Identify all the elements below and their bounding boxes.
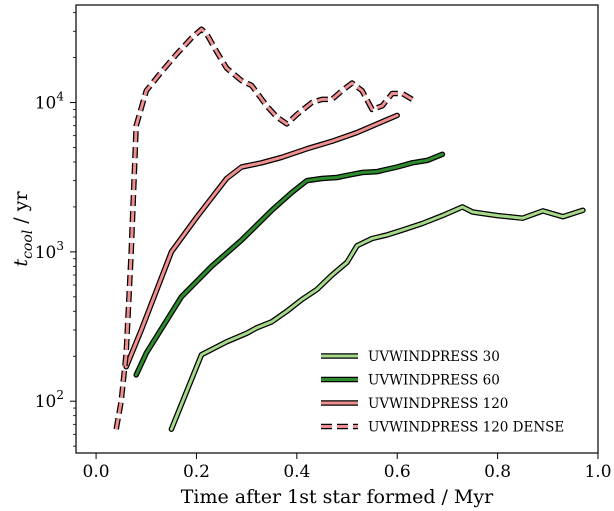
series-line xyxy=(124,113,399,369)
x-tick-label: 1.0 xyxy=(584,462,611,482)
x-tick-label: 0.6 xyxy=(384,462,411,482)
series-line-outline xyxy=(113,26,414,430)
legend: UVWINDPRESS 30 UVWINDPRESS 60 UVWINDPRESS … xyxy=(321,349,564,436)
y-axis-label-subscript: cool xyxy=(20,230,36,259)
series-lines xyxy=(113,26,586,432)
series-2 xyxy=(133,151,446,378)
series-line-outline xyxy=(123,112,400,370)
series-line xyxy=(169,205,585,431)
y-axis-label: tcool / yr xyxy=(10,191,36,267)
series-line xyxy=(114,27,414,430)
y-tick-label: 102 xyxy=(35,388,64,412)
y-axis-label-symbol: t xyxy=(10,259,32,267)
series-4 xyxy=(113,26,414,430)
series-3 xyxy=(123,112,400,370)
legend-entry: UVWINDPRESS 60 xyxy=(321,373,500,389)
x-tick-label: 0.4 xyxy=(283,462,310,482)
y-tick-label: 104 xyxy=(35,90,65,114)
series-1 xyxy=(168,204,586,432)
legend-entry: UVWINDPRESS 30 xyxy=(321,349,500,365)
x-axis-label: Time after 1st star formed / Myr xyxy=(181,486,494,508)
x-tick-label: 0.0 xyxy=(83,462,110,482)
axes: 0.0 0.2 0.4 0.6 0.8 1.0 102 103 104 xyxy=(35,12,612,482)
plot-frame xyxy=(75,4,599,454)
series-line-outline xyxy=(133,151,446,378)
legend-entry: UVWINDPRESS 120 DENSE xyxy=(321,420,564,436)
x-tick-label: 0.8 xyxy=(484,462,511,482)
legend-label: UVWINDPRESS 30 xyxy=(368,349,500,365)
legend-label: UVWINDPRESS 120 xyxy=(368,396,508,412)
x-tick-label: 0.2 xyxy=(183,462,210,482)
svg-text:tcool / yr: tcool / yr xyxy=(10,191,36,267)
legend-label: UVWINDPRESS 120 DENSE xyxy=(368,420,564,436)
y-axis-label-unit: / yr xyxy=(10,191,32,230)
y-tick-label: 103 xyxy=(35,239,64,263)
legend-label: UVWINDPRESS 60 xyxy=(368,373,500,389)
series-line xyxy=(134,152,444,377)
legend-entry: UVWINDPRESS 120 xyxy=(321,396,508,412)
